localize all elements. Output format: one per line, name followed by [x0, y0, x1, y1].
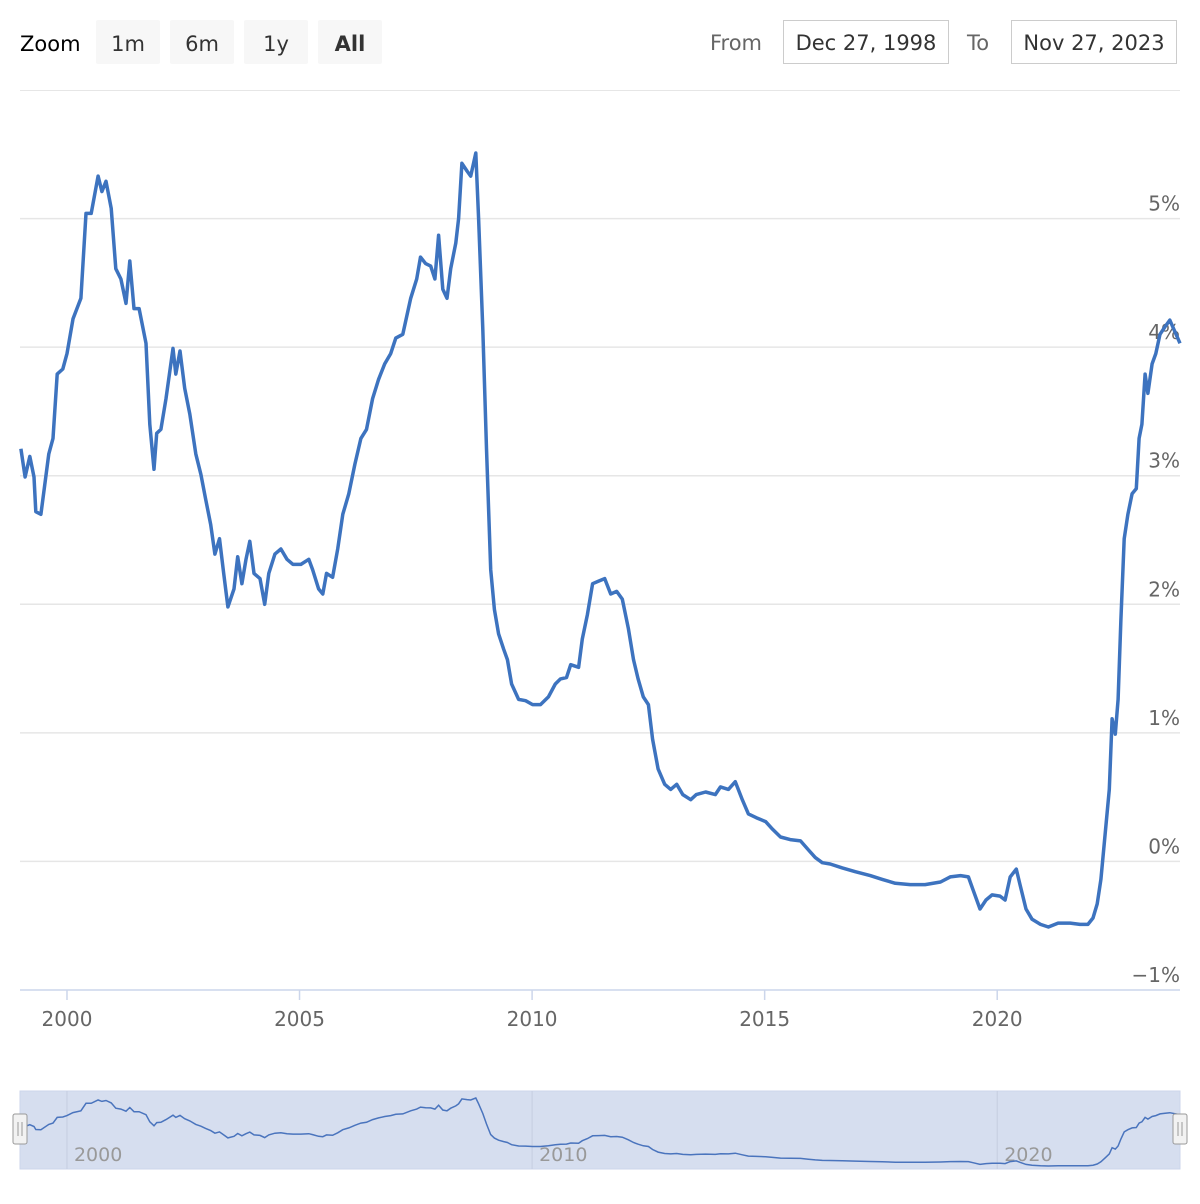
zoom-button-label[interactable]: 6m — [185, 32, 219, 56]
zoom-button[interactable] — [244, 20, 308, 64]
navigator-handle[interactable] — [1172, 1113, 1188, 1145]
to-input[interactable] — [1011, 20, 1177, 64]
navigator-tick-label: 2010 — [539, 1144, 587, 1166]
y-tick-label: −1% — [1132, 963, 1181, 987]
zoom-button-label[interactable]: 1m — [111, 32, 145, 56]
from-date[interactable]: Dec 27, 1998 — [796, 31, 937, 55]
x-tick-label: 2015 — [739, 1007, 790, 1031]
y-tick-label: 3% — [1148, 449, 1180, 473]
y-tick-label: 5% — [1148, 192, 1180, 216]
x-tick-label: 2005 — [274, 1007, 325, 1031]
y-tick-label: 0% — [1148, 834, 1180, 858]
zoom-button-label[interactable]: All — [335, 32, 366, 56]
data-line — [19, 151, 1182, 929]
zoom-button[interactable] — [170, 20, 234, 64]
to-label: To — [966, 31, 989, 55]
x-tick-label: 2020 — [972, 1007, 1023, 1031]
x-tick-label: 2010 — [507, 1007, 558, 1031]
zoom-button[interactable] — [96, 20, 160, 64]
zoom-label: Zoom — [20, 32, 81, 56]
navigator-tick-label: 2020 — [1004, 1144, 1052, 1166]
y-tick-label: 2% — [1148, 577, 1180, 601]
zoom-button[interactable] — [318, 20, 382, 64]
zoom-button-label[interactable]: 1y — [263, 32, 289, 56]
y-tick-label: 1% — [1148, 706, 1180, 730]
from-label: From — [710, 31, 762, 55]
navigator-handle[interactable] — [12, 1113, 28, 1145]
navigator-mask[interactable] — [19, 1090, 1181, 1170]
x-tick-label: 2000 — [42, 1007, 93, 1031]
navigator-tick-label: 2000 — [74, 1144, 122, 1166]
from-input[interactable] — [783, 20, 949, 64]
to-date[interactable]: Nov 27, 2023 — [1023, 31, 1164, 55]
navigator-line — [20, 1097, 1181, 1167]
